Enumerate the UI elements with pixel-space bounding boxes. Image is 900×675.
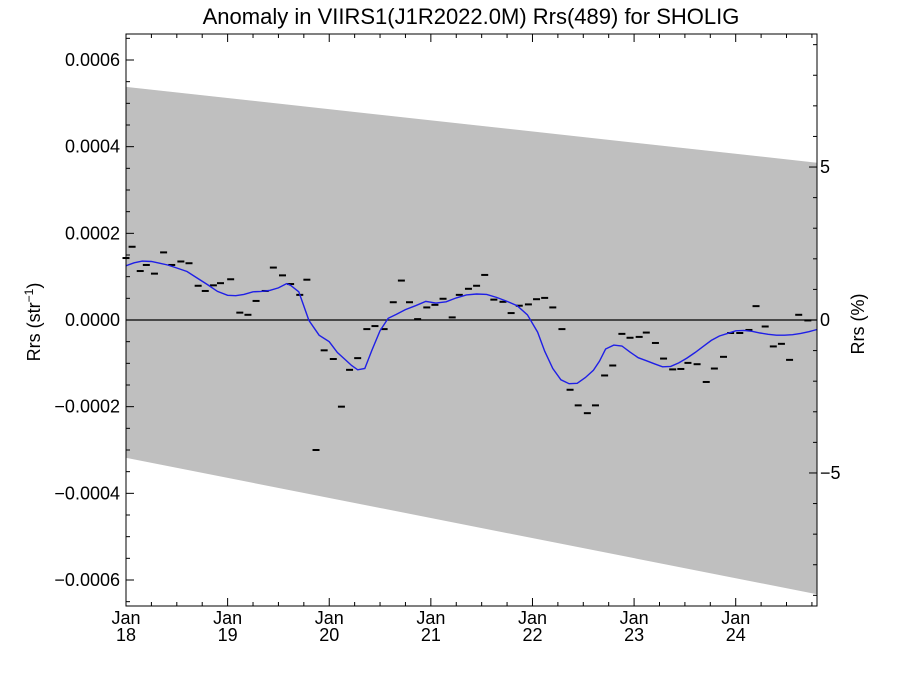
uncertainty-band	[126, 86, 817, 595]
x-tick-label-year: 22	[522, 625, 542, 645]
x-tick-label-year: 21	[421, 625, 441, 645]
x-tick-label-month: Jan	[518, 608, 547, 628]
x-tick-label-year: 24	[726, 625, 746, 645]
x-tick-label-year: 23	[624, 625, 644, 645]
chart-title: Anomaly in VIIRS1(J1R2022.0M) Rrs(489) f…	[203, 4, 740, 29]
right-tick-label: 5	[820, 157, 830, 177]
x-tick-label-month: Jan	[620, 608, 649, 628]
y-tick-label: 0.0004	[65, 137, 120, 157]
x-tick-label-month: Jan	[315, 608, 344, 628]
y-tick-label: 0.0000	[65, 310, 120, 330]
x-tick-label-month: Jan	[721, 608, 750, 628]
x-tick-label-year: 18	[116, 625, 136, 645]
plot-area	[122, 86, 818, 595]
y-tick-label: 0.0002	[65, 223, 120, 243]
y-tick-label: −0.0002	[54, 397, 120, 417]
x-tick-label-month: Jan	[213, 608, 242, 628]
x-tick-label-month: Jan	[416, 608, 445, 628]
right-tick-label: 0	[820, 310, 830, 330]
y-axis-label-right: Rrs (%)	[848, 294, 868, 355]
y-tick-label: −0.0004	[54, 483, 120, 503]
y-axis-label-superscript: −1	[22, 288, 36, 302]
x-tick-label-year: 19	[218, 625, 238, 645]
x-tick-label-year: 20	[319, 625, 339, 645]
axes: 0.0006 0.0004 0.0002 0.0000 −0.0002 −0.0004 −0…	[54, 33, 841, 645]
y-axis-label-text: Rrs (str	[24, 302, 44, 361]
smoothed-line	[125, 260, 818, 385]
right-tick-label: −5	[820, 463, 841, 483]
y-tick-label: −0.0006	[54, 570, 120, 590]
y-tick-label: 0.0006	[65, 50, 120, 70]
x-tick-label-month: Jan	[111, 608, 140, 628]
y-axis-label-close: )	[24, 283, 44, 289]
y-axis-label-left: Rrs (str−1)	[22, 283, 44, 362]
